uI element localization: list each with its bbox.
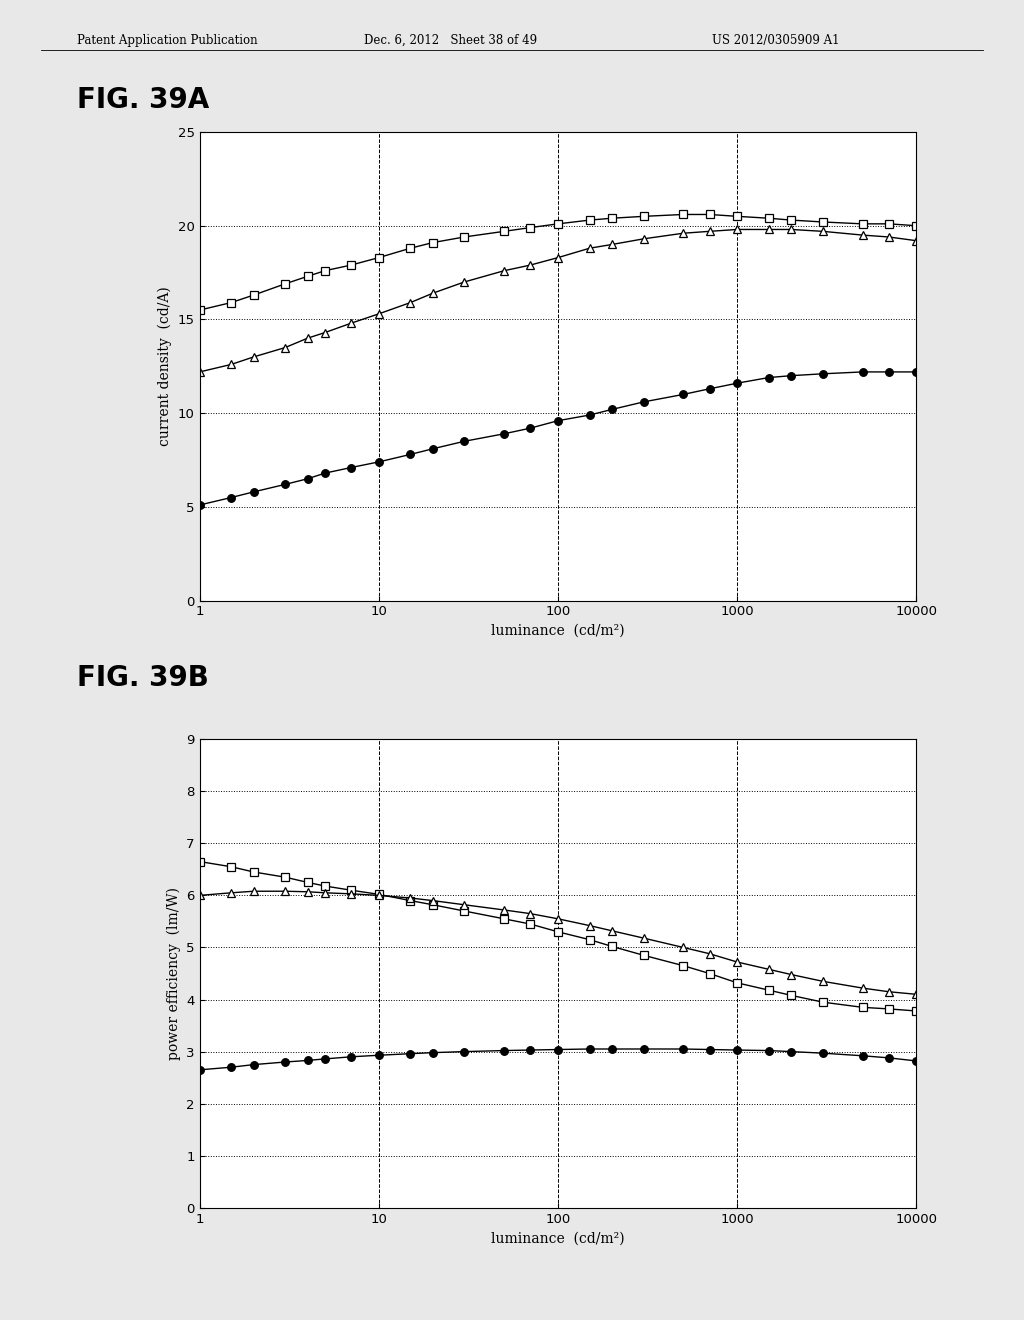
Text: US 2012/0305909 A1: US 2012/0305909 A1 (712, 33, 840, 46)
Text: FIG. 39B: FIG. 39B (77, 664, 209, 692)
X-axis label: luminance  (cd/m²): luminance (cd/m²) (492, 624, 625, 638)
Text: Dec. 6, 2012   Sheet 38 of 49: Dec. 6, 2012 Sheet 38 of 49 (364, 33, 537, 46)
Y-axis label: power efficiency  (lm/W): power efficiency (lm/W) (166, 887, 181, 1060)
X-axis label: luminance  (cd/m²): luminance (cd/m²) (492, 1232, 625, 1245)
Text: FIG. 39A: FIG. 39A (77, 86, 209, 114)
Text: Patent Application Publication: Patent Application Publication (77, 33, 257, 46)
Y-axis label: current density  (cd/A): current density (cd/A) (158, 286, 172, 446)
